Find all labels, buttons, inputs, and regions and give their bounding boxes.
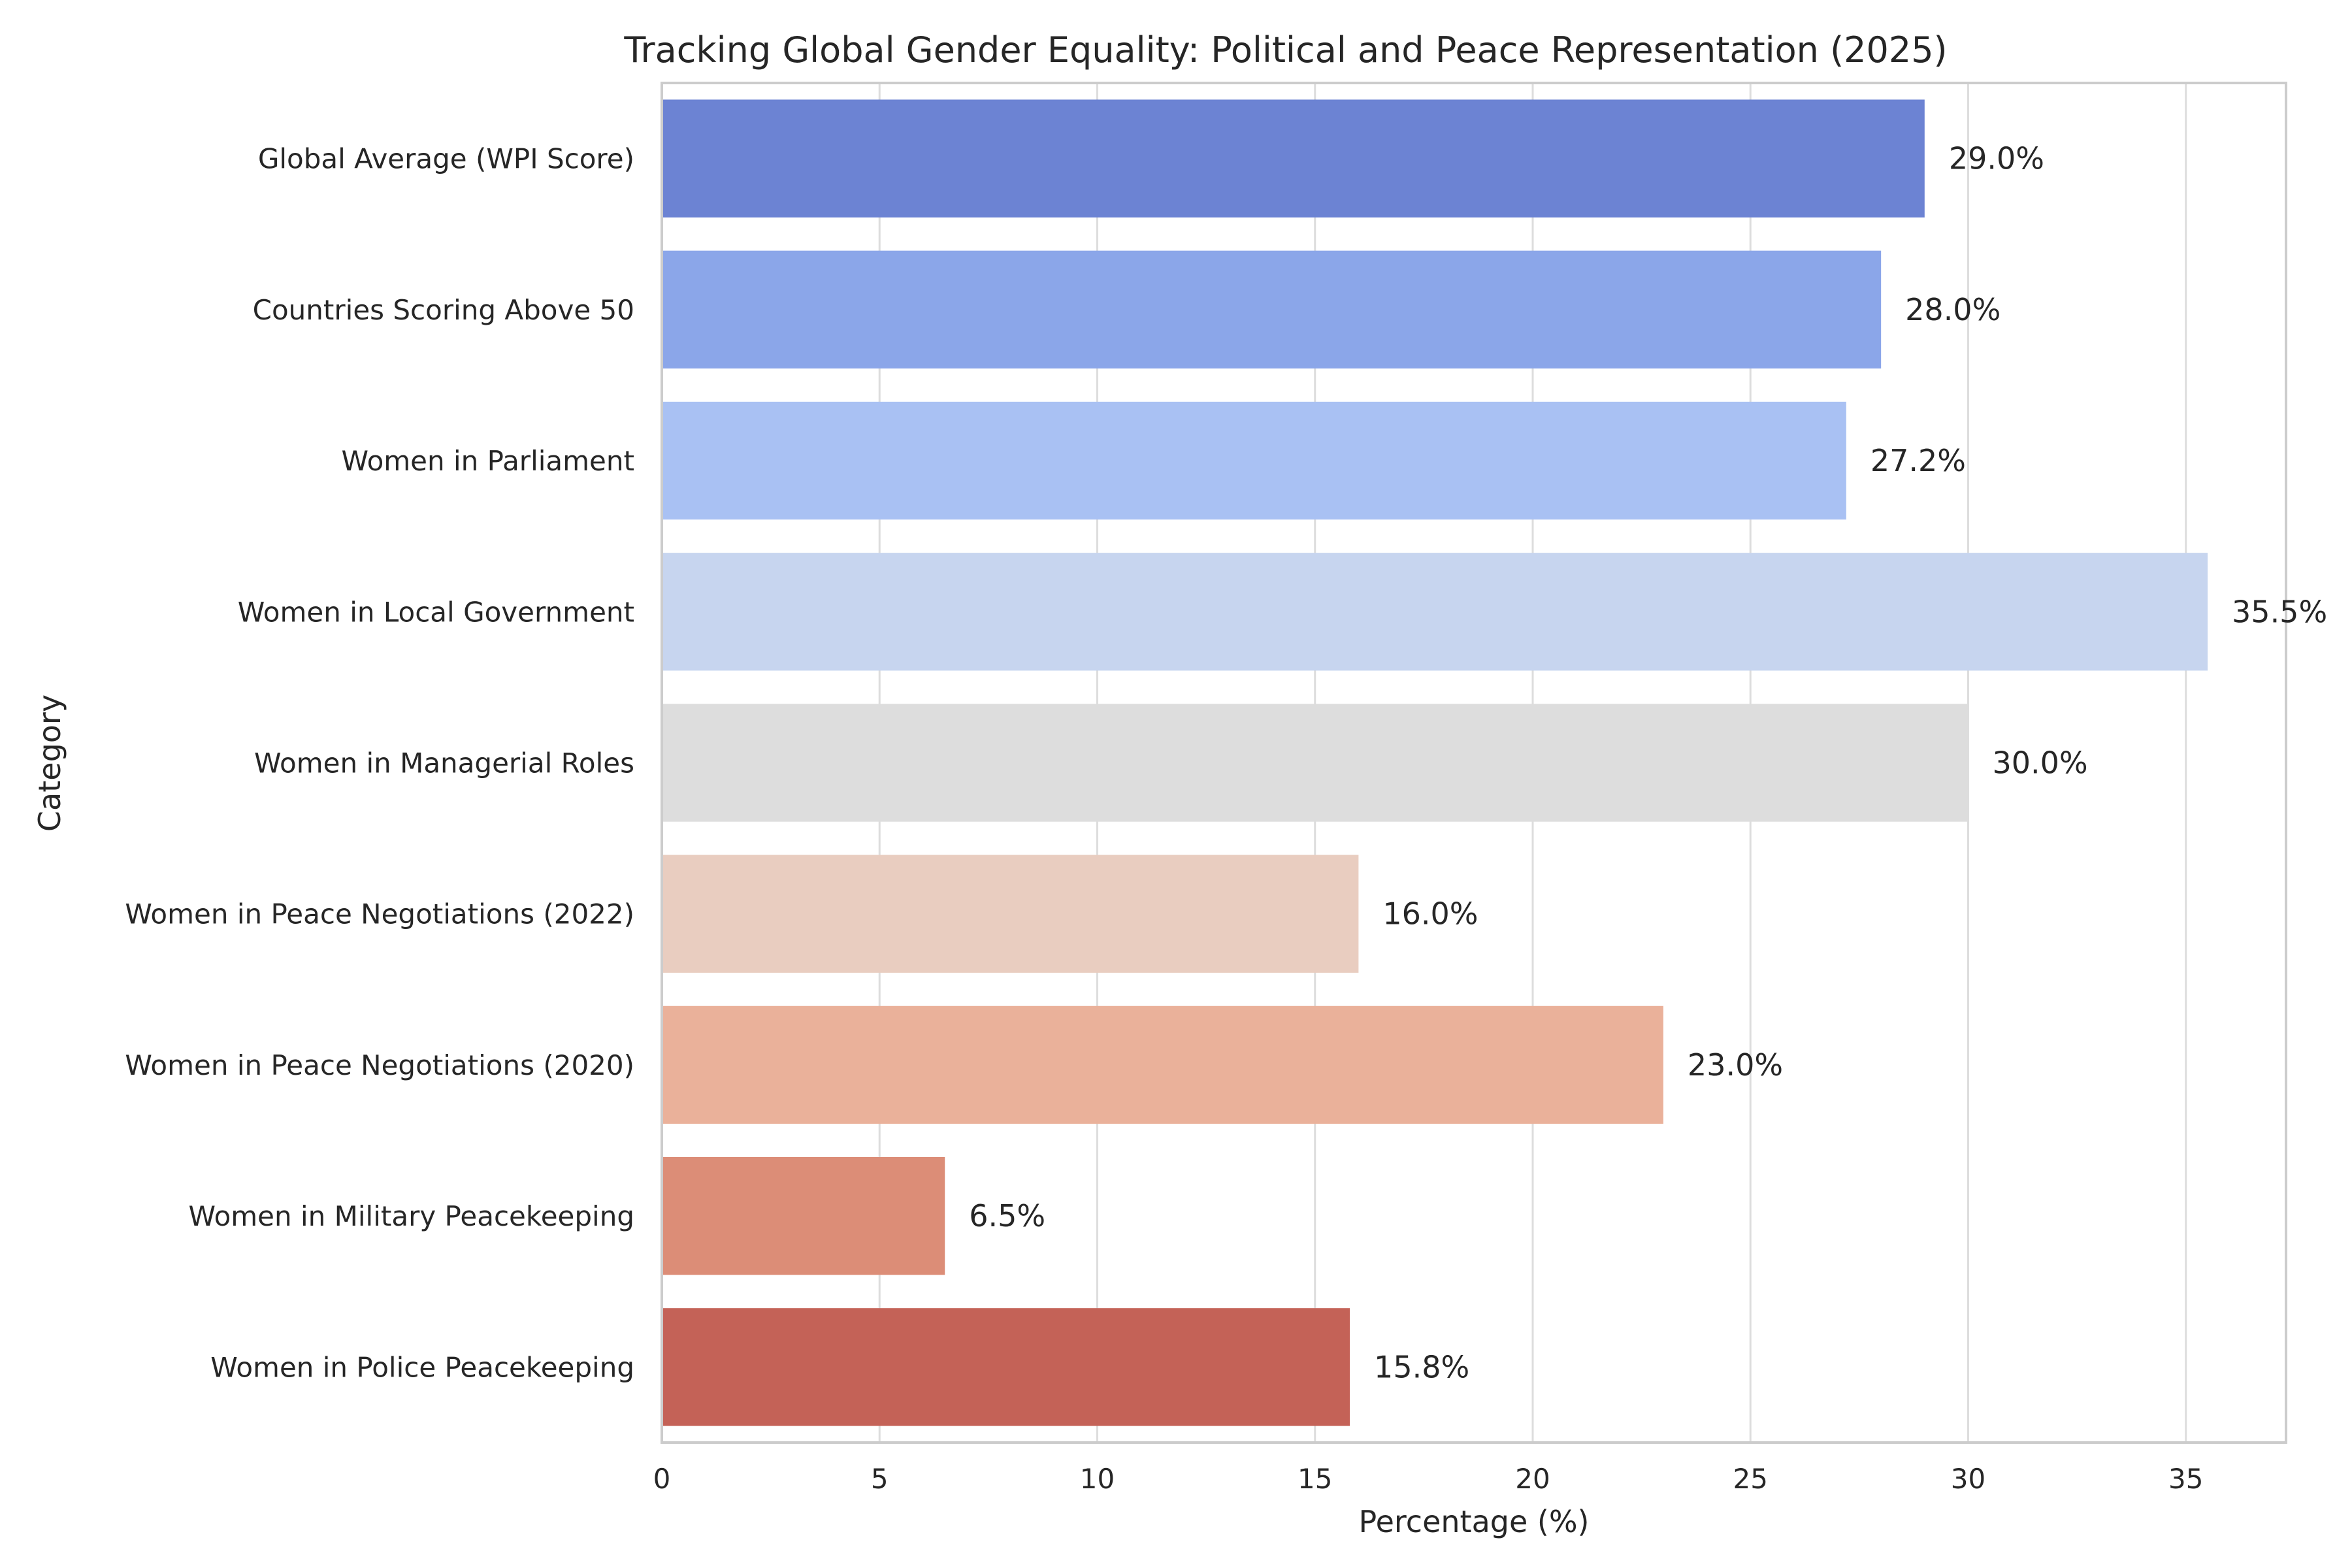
- data-labels: 29.0% 28.0% 27.2% 35.5% 30.0% 16.0% 23.0% 6.5% 1…: [969, 141, 2327, 1385]
- bar: [662, 250, 1882, 369]
- y-tick-label: Global Average (WPI Score): [258, 143, 634, 175]
- y-tick-label: Women in Managerial Roles: [254, 747, 634, 779]
- bar: [662, 99, 1925, 218]
- data-label: 28.0%: [1905, 292, 2001, 327]
- x-tick-label: 25: [1733, 1463, 1767, 1495]
- bars: [662, 99, 2208, 1426]
- bar: [662, 553, 2208, 671]
- y-axis-ticks: Global Average (WPI Score) Countries Scor…: [125, 143, 634, 1384]
- bar: [662, 401, 1846, 520]
- bar: [662, 704, 1968, 822]
- x-tick-label: 10: [1080, 1463, 1115, 1495]
- y-tick-label: Women in Military Peacekeeping: [189, 1200, 635, 1232]
- plot-frame: [661, 82, 2287, 1444]
- x-tick-label: 0: [653, 1463, 671, 1495]
- y-tick-label: Women in Peace Negotiations (2020): [125, 1049, 634, 1081]
- bar: [662, 1308, 1350, 1426]
- bar: [662, 1005, 1663, 1124]
- chart-title: Tracking Global Gender Equality: Politic…: [623, 29, 1947, 71]
- x-tick-label: 15: [1298, 1463, 1332, 1495]
- y-tick-label: Women in Peace Negotiations (2022): [125, 898, 634, 930]
- bar: [662, 855, 1359, 973]
- y-tick-label: Countries Scoring Above 50: [253, 294, 634, 326]
- y-tick-label: Women in Parliament: [342, 445, 635, 477]
- data-label: 27.2%: [1870, 443, 1966, 478]
- y-tick-label: Women in Police Peacekeeping: [210, 1351, 634, 1383]
- y-tick-label: Women in Local Government: [238, 596, 634, 628]
- x-tick-label: 35: [2168, 1463, 2203, 1495]
- data-label: 29.0%: [1949, 141, 2044, 176]
- bar: [662, 1156, 945, 1275]
- x-axis-label: Percentage (%): [1359, 1504, 1590, 1539]
- data-label: 30.0%: [1992, 745, 2087, 781]
- x-tick-label: 30: [1951, 1463, 1985, 1495]
- x-tick-label: 5: [871, 1463, 889, 1495]
- data-label: 35.5%: [2232, 594, 2327, 629]
- data-label: 6.5%: [969, 1198, 1045, 1233]
- data-label: 23.0%: [1688, 1047, 1783, 1083]
- x-axis-ticks: 0 5 10 15 20 25 30 35: [653, 1463, 2204, 1495]
- data-label: 16.0%: [1382, 896, 1478, 932]
- data-label: 15.8%: [1374, 1349, 1469, 1384]
- x-tick-label: 20: [1515, 1463, 1550, 1495]
- y-axis-label: Category: [32, 694, 67, 832]
